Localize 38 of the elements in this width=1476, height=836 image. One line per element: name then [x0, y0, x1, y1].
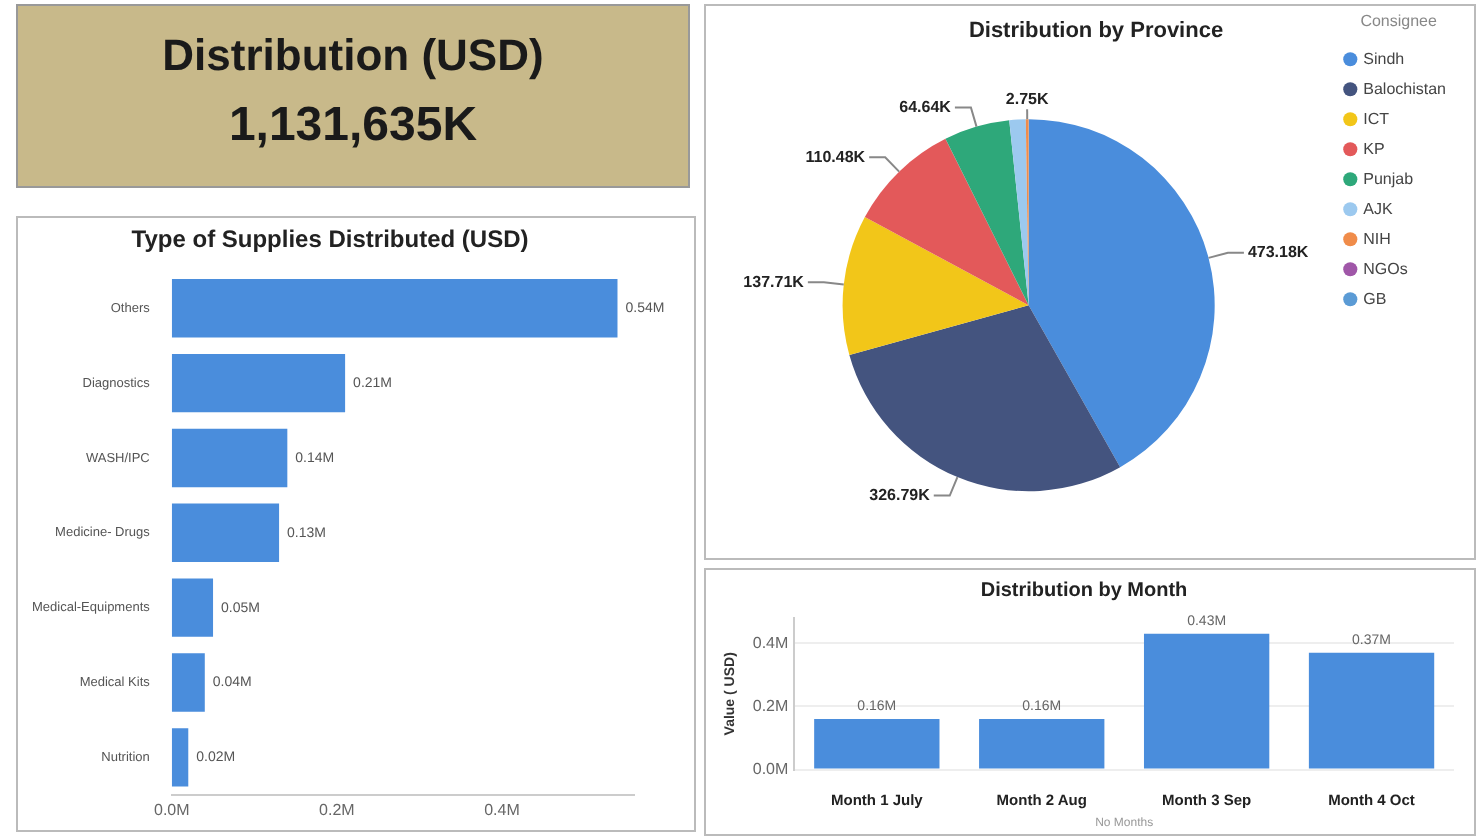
text: Distribution (USD): [160, 30, 546, 82]
legend-label: KP: [1363, 139, 1385, 158]
bar: [1308, 652, 1435, 769]
bar: [171, 578, 214, 637]
data-label: 326.79K: [869, 485, 931, 504]
text: 1,131,635K: [226, 98, 480, 154]
legend-label: Punjab: [1363, 169, 1415, 188]
bar: [171, 428, 288, 488]
y-tick-label: 0.0M: [752, 760, 790, 779]
chart-title: Distribution by Month: [980, 579, 1188, 602]
data-label: 110.48K: [805, 147, 866, 166]
bar: [979, 719, 1105, 769]
chart-title: Type of Supplies Distributed (USD): [131, 225, 529, 254]
legend-label: NIH: [1363, 229, 1392, 248]
legend-label: AJK: [1363, 199, 1394, 218]
bar: [171, 728, 189, 787]
bar: [171, 279, 618, 338]
bar: [1143, 633, 1270, 769]
chart-title: Distribution by Province: [968, 19, 1224, 44]
data-label: 2.75K: [1005, 89, 1049, 108]
bar: [814, 719, 940, 769]
y-tick-label: 0.4M: [752, 633, 790, 652]
legend-label: Balochistan: [1363, 79, 1446, 98]
bar: [171, 503, 280, 562]
legend-label: GB: [1363, 289, 1387, 308]
x-tick-label: 0.2M: [319, 800, 356, 819]
legend-label: NGOs: [1363, 259, 1408, 278]
legend-title: Consignee: [1360, 12, 1438, 31]
legend-label: Sindh: [1363, 49, 1405, 68]
legend-label: ICT: [1363, 109, 1390, 128]
bar: [171, 353, 346, 413]
data-label: 64.64K: [899, 97, 952, 116]
bar: [171, 653, 205, 712]
data-label: 137.71K: [743, 272, 805, 291]
x-tick-label: 0.4M: [484, 800, 521, 819]
x-tick-label: 0.0M: [153, 800, 191, 819]
y-tick-label: 0.2M: [752, 696, 790, 715]
data-label: 473.18K: [1247, 243, 1309, 262]
